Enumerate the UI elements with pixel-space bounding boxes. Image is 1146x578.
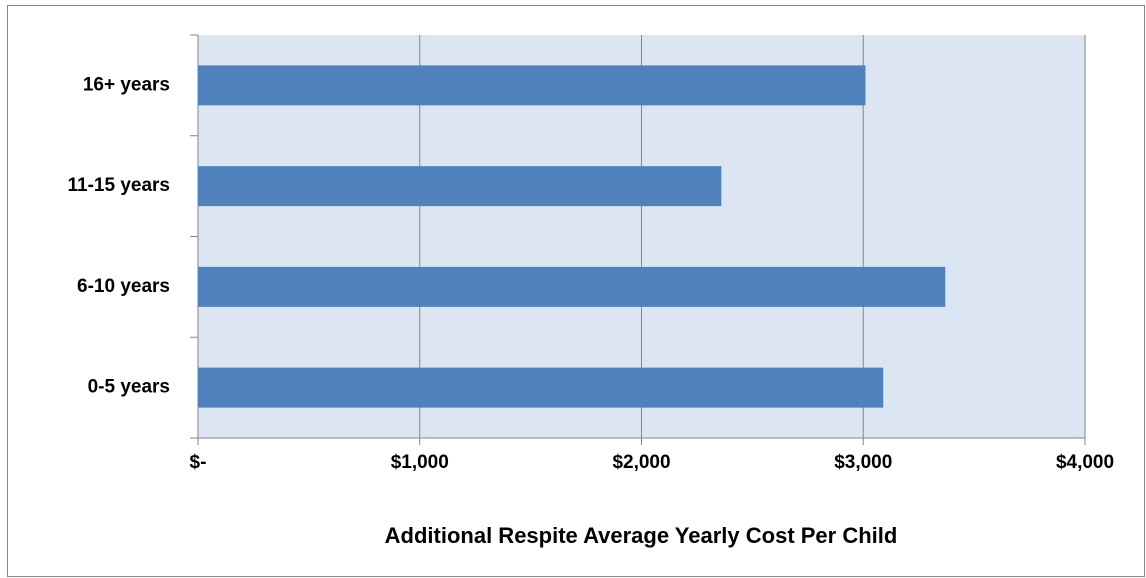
x-tick-label: $3,000: [834, 452, 892, 473]
y-tick-label: 6-10 years: [77, 276, 170, 297]
x-tick-label: $4,000: [1056, 452, 1114, 473]
bar: [198, 367, 884, 408]
x-tick-label: $1,000: [391, 452, 449, 473]
y-tick-label: 0-5 years: [88, 377, 170, 398]
bar: [198, 266, 946, 307]
x-tick-label: $-: [190, 452, 207, 473]
y-tick-label: 11-15 years: [68, 175, 171, 196]
bar: [198, 65, 866, 106]
x-tick-label: $2,000: [612, 452, 670, 473]
x-axis-title: Additional Respite Average Yearly Cost P…: [385, 523, 898, 548]
y-tick-label: 16+ years: [83, 74, 170, 95]
bar: [198, 166, 722, 207]
